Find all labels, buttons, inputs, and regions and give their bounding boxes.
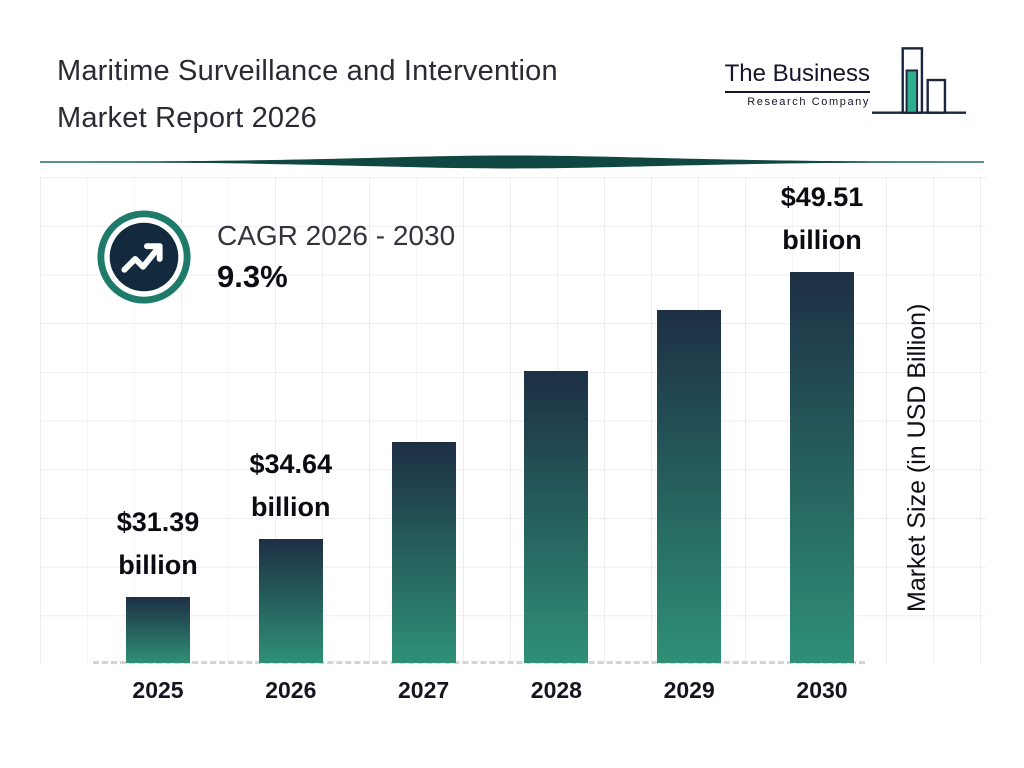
bar-value-label-2026: $34.64 billion bbox=[249, 449, 333, 522]
company-logo-text: The Business Research Company bbox=[724, 60, 870, 108]
bar-group-2026: $34.64 billion 2026 bbox=[250, 177, 333, 703]
bar-2028 bbox=[524, 371, 589, 663]
x-axis-label-2027: 2027 bbox=[398, 677, 450, 703]
x-axis-label-2026: 2026 bbox=[265, 677, 317, 703]
y-axis-label: Market Size (in USD Billion) bbox=[903, 303, 931, 613]
cagr-label: CAGR 2026 - 2030 bbox=[217, 219, 456, 251]
logo-name-line1: The Business bbox=[724, 60, 870, 93]
bar-value-label-2025: $31.39 billion bbox=[116, 507, 200, 580]
x-axis-label-2025: 2025 bbox=[132, 677, 184, 703]
company-logo: The Business Research Company bbox=[724, 44, 968, 118]
bar-group-2027: 2027 bbox=[391, 177, 456, 703]
x-axis-label-2030: 2030 bbox=[796, 677, 848, 703]
cagr-text: CAGR 2026 - 2030 9.3% bbox=[217, 220, 455, 295]
bar-2030 bbox=[789, 272, 854, 663]
bar-2026 bbox=[258, 539, 323, 663]
logo-name-line2: Research Company bbox=[747, 96, 870, 108]
bar-2029 bbox=[657, 310, 722, 663]
bar-group-2029: 2029 bbox=[657, 177, 722, 703]
bar-group-2028: 2028 bbox=[524, 177, 589, 703]
x-axis-dashed-baseline bbox=[93, 661, 865, 664]
bar-chart: $31.39 billion 2025 $34.64 billion 2026 2027 20… bbox=[117, 177, 864, 703]
bar-2025 bbox=[126, 597, 190, 663]
bar-group-2030: $49.51 billion 2030 bbox=[781, 177, 864, 703]
cagr-value: 9.3% bbox=[217, 258, 288, 294]
x-axis-label-2029: 2029 bbox=[663, 677, 715, 703]
divider-lens bbox=[40, 155, 984, 169]
page-title: Maritime Surveillance and Intervention M… bbox=[57, 48, 558, 142]
x-axis-label-2028: 2028 bbox=[530, 677, 582, 703]
page-title-line2: Market Report 2026 bbox=[57, 102, 317, 134]
page-title-line1: Maritime Surveillance and Intervention bbox=[57, 55, 558, 87]
trend-up-arrow-icon bbox=[97, 210, 191, 304]
bar-chart-logo-icon bbox=[872, 47, 967, 114]
bar-value-label-2030: $49.51 billion bbox=[780, 182, 864, 255]
bar-group-2025: $31.39 billion 2025 bbox=[117, 177, 200, 703]
cagr-badge: CAGR 2026 - 2030 9.3% bbox=[95, 208, 455, 306]
bar-2027 bbox=[391, 442, 456, 663]
